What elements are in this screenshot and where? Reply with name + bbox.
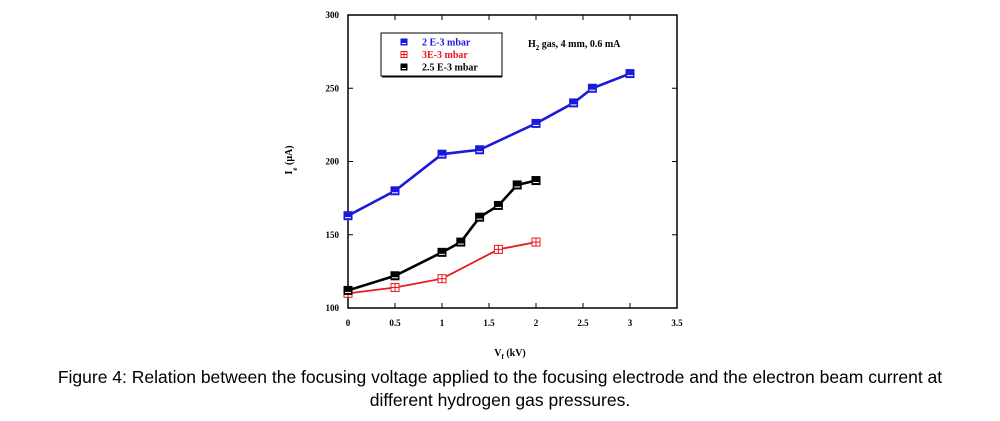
y-tick-label: 100 xyxy=(326,303,340,313)
legend-label: 2.5 E-3 mbar xyxy=(422,63,478,74)
series-0 xyxy=(343,69,635,221)
data-point xyxy=(512,180,522,190)
x-tick-label: 2.5 xyxy=(577,318,589,328)
y-tick-label: 250 xyxy=(326,83,340,93)
data-point xyxy=(390,186,400,196)
x-tick-label: 1 xyxy=(440,318,445,328)
x-tick-label: 1.5 xyxy=(483,318,495,328)
x-tick-label: 3 xyxy=(628,318,633,328)
series-1 xyxy=(343,237,541,298)
series-line xyxy=(347,179,537,292)
data-point xyxy=(437,247,447,257)
data-point xyxy=(531,176,541,186)
data-point xyxy=(400,38,408,46)
legend-label: 3E-3 mbar xyxy=(422,50,468,61)
y-axis-label: Ie (μA) xyxy=(284,145,299,174)
x-tick-label: 3.5 xyxy=(671,318,683,328)
legend-label: 2 E-3 mbar xyxy=(422,38,471,49)
caption-line-2: different hydrogen gas pressures. xyxy=(369,390,631,410)
data-point xyxy=(343,211,353,221)
figure-caption: Figure 4: Relation between the focusing … xyxy=(0,366,1000,412)
legend-item: 2.5 E-3 mbar xyxy=(400,63,478,74)
data-point xyxy=(456,237,466,247)
data-point xyxy=(569,98,579,108)
condition-annotation: H2 gas, 4 mm, 0.6 mA xyxy=(528,39,621,52)
y-tick-label: 300 xyxy=(326,10,340,20)
data-point xyxy=(390,271,400,281)
x-tick-label: 0.5 xyxy=(389,318,401,328)
chart: 0 0.5 1 1.5 2 2.5 3 3.5 100 150 200 250 300 2 E-3 mb… xyxy=(284,10,683,360)
y-tick-label: 150 xyxy=(326,230,340,240)
y-tick-label: 200 xyxy=(326,157,340,167)
data-point xyxy=(587,83,597,93)
data-point xyxy=(475,145,485,155)
series-line xyxy=(347,72,631,217)
series-2 xyxy=(343,176,541,295)
data-point xyxy=(531,118,541,128)
legend-item: 2 E-3 mbar xyxy=(400,38,471,49)
data-point xyxy=(493,200,503,210)
x-tick-label: 2 xyxy=(534,318,539,328)
caption-line-1: Figure 4: Relation between the focusing … xyxy=(57,367,943,387)
data-point xyxy=(343,285,353,295)
data-point xyxy=(437,149,447,159)
legend-item: 3E-3 mbar xyxy=(400,50,468,61)
data-point xyxy=(475,212,485,222)
x-axis-label: Vf (kV) xyxy=(494,348,526,360)
data-point xyxy=(400,63,408,71)
x-tick-label: 0 xyxy=(346,318,351,328)
data-point xyxy=(625,69,635,79)
